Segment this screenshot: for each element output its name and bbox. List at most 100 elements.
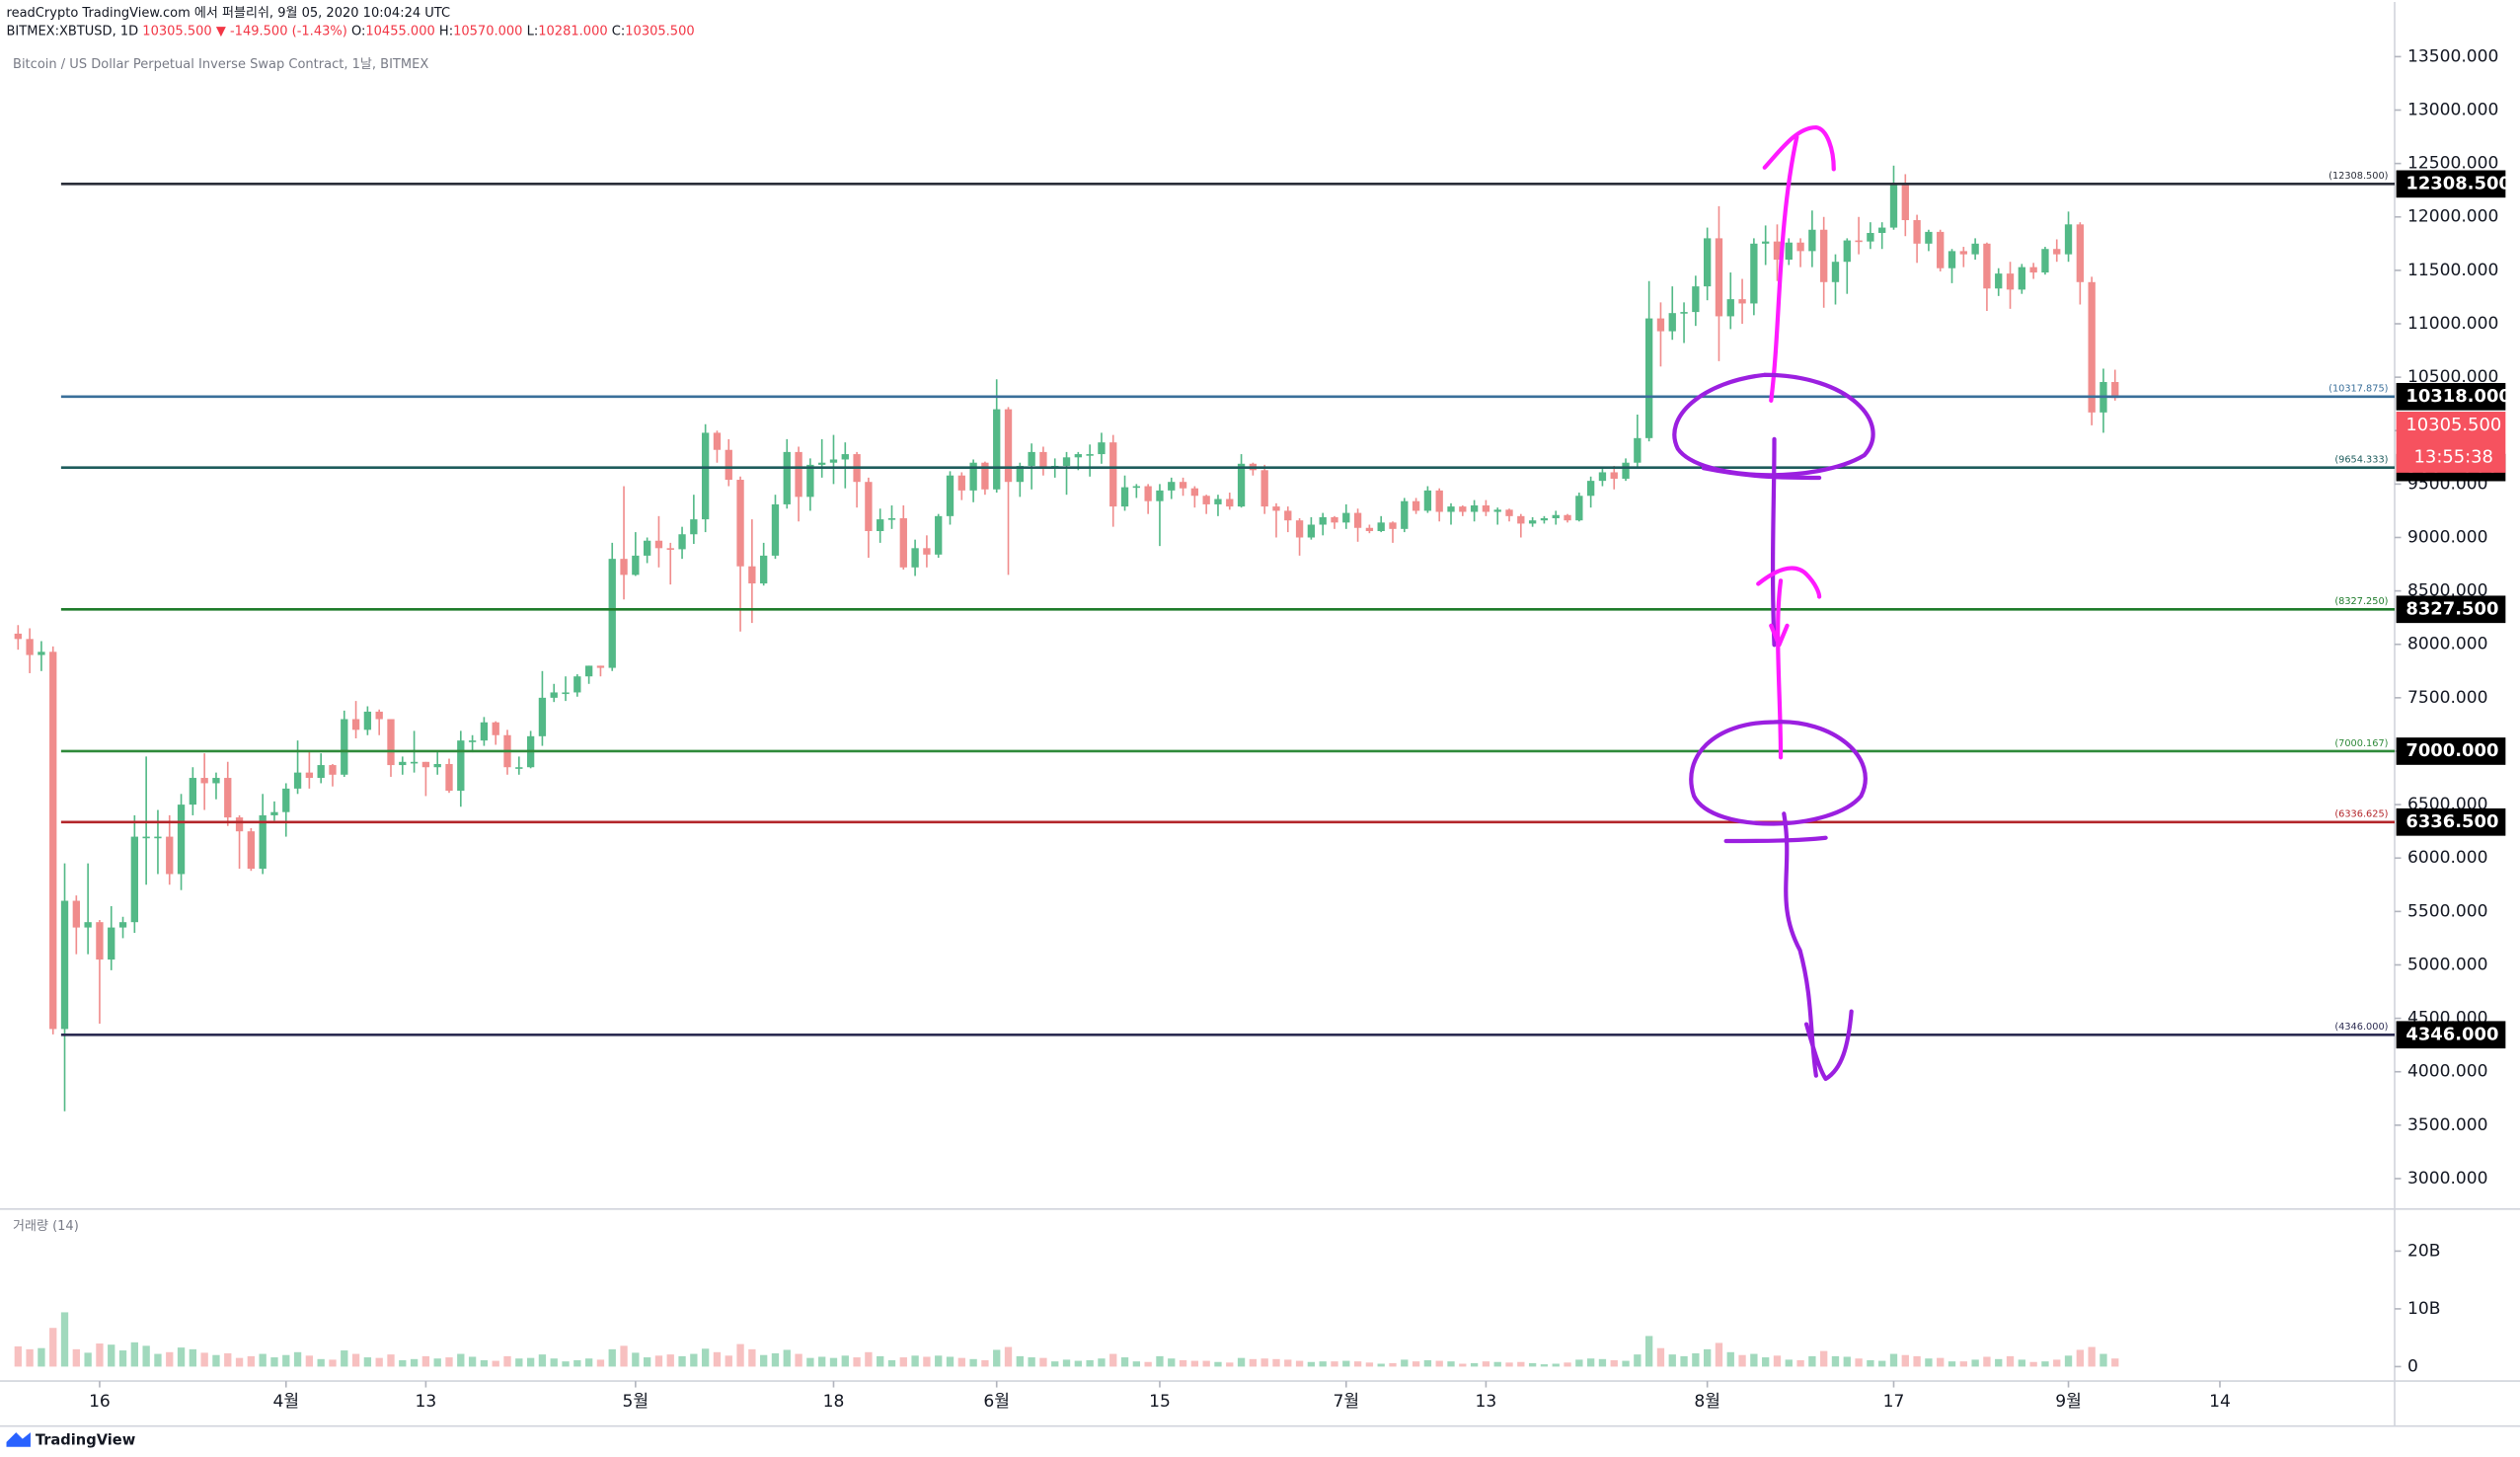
volume-bar [1144, 1361, 1152, 1367]
volume-bar [1202, 1360, 1210, 1367]
volume-bar [177, 1347, 186, 1367]
candle-body [1692, 286, 1700, 313]
volume-bar [957, 1357, 965, 1367]
candle-body [235, 817, 244, 832]
volume-bar [247, 1355, 256, 1367]
volume-bar [305, 1355, 314, 1367]
candle-body [1773, 241, 1782, 261]
volume-bar [1540, 1364, 1549, 1367]
candle-body [2029, 267, 2037, 273]
x-tick-label: 8월 [1694, 1392, 1720, 1412]
candle-body [877, 519, 884, 531]
volume-bar [865, 1351, 873, 1367]
volume-bar [445, 1357, 453, 1367]
candle-body [468, 740, 477, 742]
volume-bar [2029, 1361, 2037, 1367]
candle-body [1808, 229, 1816, 252]
candle-body [771, 503, 780, 556]
level-label: (10317.875) [2329, 384, 2388, 395]
candle-body [1365, 527, 1374, 531]
volume-bar [1947, 1361, 1956, 1367]
candle-body [1796, 242, 1804, 252]
candle-body [2053, 249, 2061, 255]
volume-bar [969, 1358, 977, 1367]
candle-body [1401, 500, 1409, 529]
volume-bar [993, 1349, 1001, 1367]
level-label: (8327.250) [2334, 596, 2388, 607]
x-tick-label: 7월 [1333, 1392, 1359, 1412]
candle-body [445, 763, 453, 792]
volume-bar [387, 1354, 395, 1367]
price-tag [2396, 170, 2506, 198]
price-tag-label: 6336.500 [2405, 811, 2498, 832]
candle-body [1435, 490, 1443, 512]
candle-body [166, 836, 174, 875]
volume-bar [1586, 1358, 1595, 1367]
volume-bar [1575, 1359, 1583, 1367]
candle-body [538, 697, 547, 736]
candle-body [1528, 520, 1537, 524]
candle-body [317, 765, 325, 779]
candle-body [72, 900, 80, 928]
volume-tick-label: 20B [2407, 1241, 2440, 1261]
quote-part: 10455.000 [365, 24, 434, 38]
volume-bar [130, 1342, 138, 1367]
candle-body [293, 772, 302, 789]
volume-bar [632, 1352, 640, 1367]
volume-bar [118, 1350, 127, 1367]
quote-part: C: [608, 24, 626, 38]
volume-bar [538, 1354, 547, 1367]
candle-body [1715, 238, 1723, 317]
candle-body [1540, 518, 1549, 521]
candle-body [108, 927, 115, 960]
drawn-arrow-down [1782, 811, 1854, 1082]
candle-body [1738, 299, 1746, 304]
candle-body [1925, 231, 1933, 244]
volume-bar [1995, 1358, 2003, 1367]
candle-body [1750, 243, 1758, 304]
volume-bar [1831, 1355, 1840, 1367]
candle-body [1785, 242, 1793, 261]
volume-bar [235, 1357, 244, 1367]
candle-body [142, 836, 150, 839]
volume-bar [457, 1353, 465, 1367]
volume-bar [1447, 1361, 1455, 1367]
volume-bar [1878, 1360, 1886, 1367]
volume-bar [1738, 1354, 1746, 1367]
volume-bar [1260, 1358, 1268, 1367]
candle-body [1610, 472, 1618, 479]
volume-bar [1867, 1359, 1874, 1367]
candle-body [654, 540, 663, 549]
volume-bar [829, 1357, 838, 1367]
volume-bar [666, 1354, 674, 1367]
volume-bar [1808, 1355, 1816, 1367]
y-tick-label: 11000.000 [2407, 314, 2498, 334]
volume-bar [806, 1357, 814, 1367]
candle-body [1680, 312, 1688, 314]
volume-bar [189, 1348, 197, 1367]
candle-body [806, 464, 814, 498]
level-label: (6336.625) [2334, 809, 2388, 820]
volume-bar [1168, 1358, 1176, 1367]
candle-body [981, 462, 989, 490]
candle-body [1004, 409, 1013, 483]
volume-bar [1644, 1336, 1653, 1367]
volume-bar [480, 1359, 489, 1367]
volume-bar [1470, 1362, 1479, 1367]
volume-bar [1237, 1357, 1246, 1367]
volume-bar [317, 1358, 325, 1367]
volume-bar [108, 1344, 115, 1367]
volume-bar [1342, 1360, 1350, 1367]
candle-body [118, 922, 127, 928]
candle-body [410, 761, 419, 764]
candle-body [247, 831, 256, 870]
candle-body [1656, 318, 1665, 332]
candle-body [1331, 516, 1338, 523]
candle-body [1762, 241, 1770, 244]
candle-body [1412, 500, 1420, 511]
y-tick-label: 13000.000 [2407, 101, 2498, 120]
candle-body [1913, 219, 1921, 244]
level-label: (9654.333) [2334, 455, 2388, 466]
volume-bar [1517, 1361, 1525, 1367]
drawn-circle [1689, 720, 1868, 844]
